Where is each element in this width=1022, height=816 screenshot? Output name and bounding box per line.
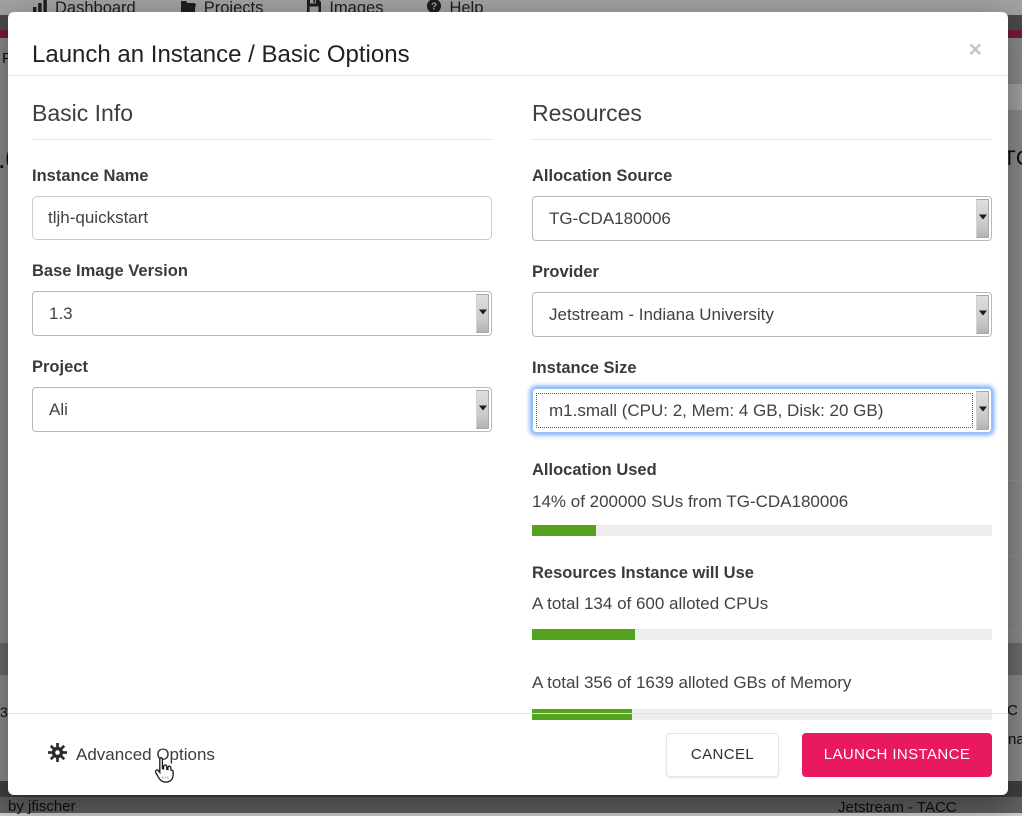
base-image-version-label: Base Image Version (32, 262, 188, 280)
instance-size-value: m1.small (CPU: 2, Mem: 4 GB, Disk: 20 GB… (549, 401, 884, 420)
resources-heading: Resources (532, 100, 992, 140)
modal-title: Launch an Instance / Basic Options (32, 41, 410, 68)
bg-text-fragment: C (1007, 702, 1018, 719)
floppy-disk-icon (307, 0, 322, 16)
provider-select[interactable]: Jetstream - Indiana University (532, 292, 992, 337)
instance-name-label: Instance Name (32, 167, 149, 185)
svg-text:?: ? (431, 1, 437, 12)
page-footer (0, 797, 1022, 813)
chevron-down-icon (476, 294, 489, 333)
help-circle-icon: ? (427, 0, 442, 16)
memory-usage-text: A total 356 of 1639 alloted GBs of Memor… (532, 673, 852, 692)
folder-icon (180, 0, 196, 16)
base-image-version-value: 1.3 (49, 304, 73, 323)
advanced-options-label: Advanced Options (76, 744, 215, 764)
modal-header: Launch an Instance / Basic Options × (8, 12, 1008, 76)
gear-icon (48, 742, 67, 767)
modal-footer: Advanced Options CANCEL LAUNCH INSTANCE (8, 713, 1008, 795)
allocation-source-label: Allocation Source (532, 167, 673, 185)
cpu-progressbar (532, 629, 992, 640)
cancel-button[interactable]: CANCEL (666, 732, 779, 777)
chevron-down-icon (476, 390, 489, 429)
memory-progress-fill (532, 709, 632, 720)
advanced-options-button[interactable]: Advanced Options (48, 742, 215, 767)
project-label: Project (32, 358, 88, 376)
close-icon[interactable]: × (968, 36, 982, 62)
modal-body: Basic Info Instance Name Base Image Vers… (8, 76, 1008, 720)
instance-name-input[interactable] (32, 196, 492, 240)
chevron-down-icon (976, 199, 989, 238)
instance-size-select[interactable]: m1.small (CPU: 2, Mem: 4 GB, Disk: 20 GB… (532, 388, 992, 433)
allocation-source-select[interactable]: TG-CDA180006 (532, 196, 992, 241)
allocation-used-text: 14% of 200000 SUs from TG-CDA180006 (532, 492, 849, 511)
cpu-usage-text: A total 134 of 600 alloted CPUs (532, 594, 769, 613)
chevron-down-icon (976, 391, 989, 430)
basic-info-heading: Basic Info (32, 100, 492, 140)
bg-text-fragment: F. (2, 50, 14, 67)
provider-label: Provider (532, 263, 599, 281)
cpu-progress-fill (532, 629, 635, 640)
memory-progressbar (532, 709, 992, 720)
provider-value: Jetstream - Indiana University (549, 305, 774, 324)
project-value: Ali (49, 400, 68, 419)
launch-instance-modal: Launch an Instance / Basic Options × Bas… (8, 12, 1008, 795)
instance-size-label: Instance Size (532, 359, 637, 377)
allocation-source-value: TG-CDA180006 (549, 209, 671, 228)
resources-column: Resources Allocation Source TG-CDA180006… (532, 76, 992, 720)
bg-text-fragment: na (1008, 731, 1022, 748)
allocation-used-progressbar (532, 525, 992, 536)
chevron-down-icon (976, 295, 989, 334)
project-select[interactable]: Ali (32, 387, 492, 432)
resources-will-use-label: Resources Instance will Use (532, 564, 754, 582)
allocation-used-progress-fill (532, 525, 597, 536)
launch-instance-button[interactable]: LAUNCH INSTANCE (802, 732, 992, 777)
footer-credit-text: by jfischer (8, 798, 76, 815)
allocation-used-label: Allocation Used (532, 461, 657, 479)
base-image-version-select[interactable]: 1.3 (32, 291, 492, 336)
footer-provider-text: Jetstream - TACC (838, 799, 957, 816)
bar-chart-icon (33, 0, 47, 16)
basic-info-column: Basic Info Instance Name Base Image Vers… (32, 76, 492, 720)
